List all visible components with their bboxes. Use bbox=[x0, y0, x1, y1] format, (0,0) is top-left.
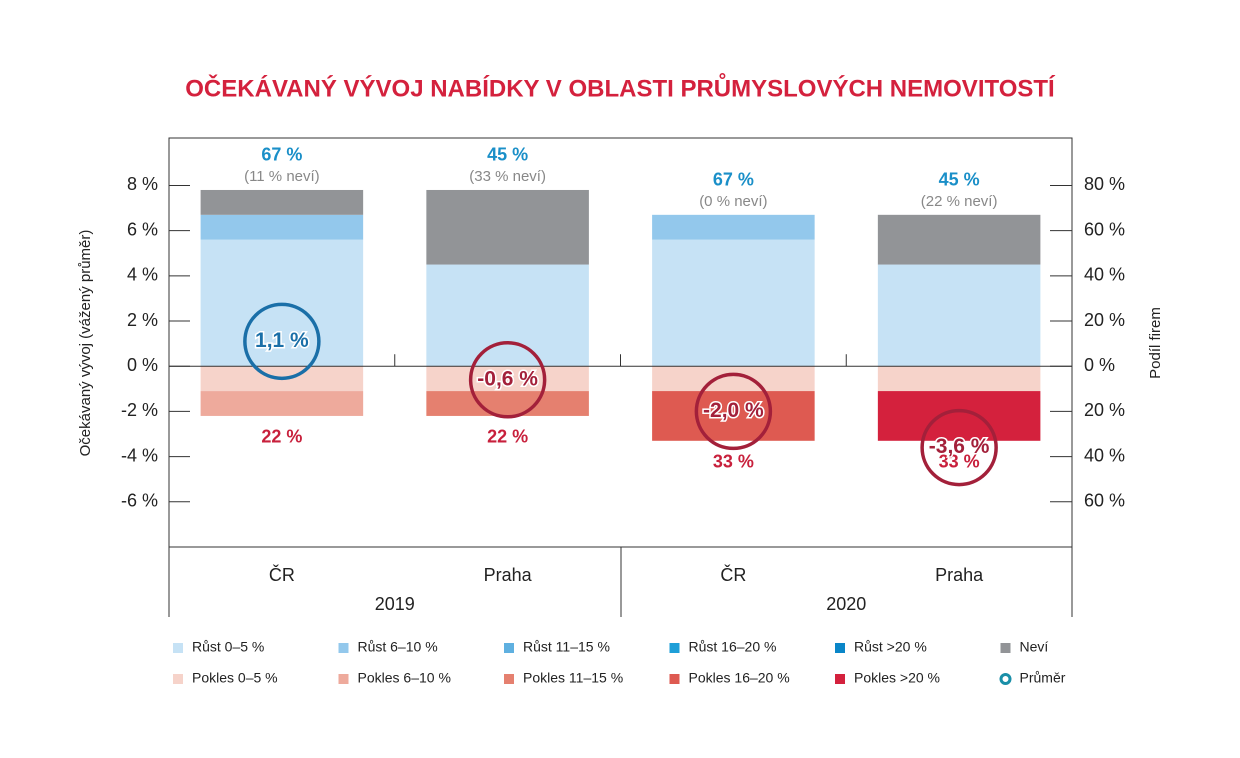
y2-axis-title: Podíl firem bbox=[1147, 307, 1164, 379]
bar-segment bbox=[200, 214, 364, 240]
bar-segment bbox=[877, 264, 1041, 367]
y-tick-label: 0 % bbox=[127, 355, 158, 375]
decline-label: 22 % bbox=[487, 427, 528, 447]
y-tick-label: 8 % bbox=[127, 174, 158, 194]
y2-tick-label: 60 % bbox=[1084, 219, 1125, 239]
y-tick-label: 2 % bbox=[127, 310, 158, 330]
legend-swatch bbox=[1000, 643, 1011, 653]
legend-label: Pokles >20 % bbox=[854, 670, 940, 686]
x-tick-label: Praha bbox=[935, 565, 984, 585]
bar-segment bbox=[877, 366, 1041, 392]
x-tick-label: ČR bbox=[269, 564, 295, 585]
y2-tick-label: 40 % bbox=[1084, 265, 1125, 285]
legend-label: Průměr bbox=[1020, 670, 1066, 686]
decline-label: 33 % bbox=[713, 452, 754, 472]
growth-label: 45 % bbox=[939, 170, 980, 190]
legend-label: Pokles 16–20 % bbox=[689, 670, 790, 686]
y2-tick-label: 80 % bbox=[1084, 174, 1125, 194]
y2-tick-label: 20 % bbox=[1084, 400, 1125, 420]
y-axis-title: Očekávaný vývoj (vážený průměr) bbox=[77, 230, 94, 457]
bar-segment bbox=[426, 391, 589, 416]
legend-swatch bbox=[173, 643, 183, 653]
legend-label: Neví bbox=[1020, 639, 1049, 655]
legend-swatch bbox=[669, 643, 680, 653]
legend-label: Pokles 0–5 % bbox=[192, 670, 278, 686]
chart-title: OČEKÁVANÝ VÝVOJ NABÍDKY V OBLASTI PRŮMYS… bbox=[185, 72, 1056, 102]
bar-segment bbox=[200, 189, 364, 215]
bar-segment bbox=[426, 264, 589, 367]
unknown-label: (22 % neví) bbox=[921, 193, 998, 210]
legend-swatch bbox=[338, 674, 349, 684]
x-tick-label: Praha bbox=[484, 565, 533, 585]
average-label: -0,6 % bbox=[477, 367, 538, 390]
legend-label: Růst 6–10 % bbox=[358, 639, 438, 655]
bar-segment bbox=[200, 391, 364, 416]
bar-segment bbox=[652, 239, 815, 367]
legend-swatch bbox=[173, 674, 183, 684]
y-tick-label: -2 % bbox=[121, 400, 158, 420]
bar-segment bbox=[652, 214, 815, 240]
unknown-label: (0 % neví) bbox=[699, 193, 767, 210]
average-marker bbox=[694, 372, 773, 451]
bar-segment bbox=[652, 391, 815, 441]
y2-tick-label: 40 % bbox=[1084, 445, 1125, 465]
legend-swatch bbox=[504, 674, 514, 684]
legend-label: Růst 11–15 % bbox=[523, 639, 610, 655]
legend-label: Růst >20 % bbox=[854, 639, 927, 655]
legend-swatch bbox=[999, 673, 1012, 685]
y-tick-label: -6 % bbox=[121, 491, 158, 511]
average-marker bbox=[243, 302, 321, 381]
growth-label: 45 % bbox=[487, 145, 528, 165]
average-label: 1,1 % bbox=[255, 329, 309, 352]
decline-label: 33 % bbox=[939, 452, 980, 472]
legend-swatch bbox=[504, 643, 514, 653]
unknown-label: (11 % neví) bbox=[244, 168, 320, 185]
bar-segment bbox=[426, 189, 589, 265]
growth-label: 67 % bbox=[713, 170, 754, 190]
y2-tick-label: 60 % bbox=[1084, 491, 1125, 511]
average-label: -3,6 % bbox=[929, 435, 990, 458]
legend-label: Pokles 6–10 % bbox=[358, 670, 451, 686]
legend-swatch bbox=[338, 643, 349, 653]
legend-label: Růst 0–5 % bbox=[192, 639, 264, 655]
y-tick-label: 4 % bbox=[127, 265, 158, 285]
unknown-label: (33 % neví) bbox=[469, 168, 546, 185]
growth-label: 67 % bbox=[261, 145, 302, 165]
legend-label: Pokles 11–15 % bbox=[523, 670, 623, 686]
group-label: 2019 bbox=[375, 594, 415, 614]
x-tick-label: ČR bbox=[720, 564, 746, 585]
bar-segment bbox=[652, 366, 815, 392]
legend-swatch bbox=[835, 643, 845, 653]
legend-swatch bbox=[835, 674, 845, 684]
legend-label: Růst 16–20 % bbox=[689, 639, 777, 655]
average-marker bbox=[468, 341, 547, 419]
average-label: -2,0 % bbox=[703, 399, 764, 422]
y-tick-label: 6 % bbox=[127, 219, 158, 239]
decline-label: 22 % bbox=[261, 427, 302, 447]
bar-segment bbox=[877, 214, 1041, 265]
group-label: 2020 bbox=[826, 594, 866, 614]
y2-tick-label: 20 % bbox=[1084, 310, 1125, 330]
legend-swatch bbox=[669, 674, 680, 684]
y-tick-label: -4 % bbox=[121, 445, 158, 465]
bar-segment bbox=[877, 391, 1041, 441]
y2-tick-label: 0 % bbox=[1084, 355, 1115, 375]
average-marker bbox=[920, 408, 998, 487]
bar-segment bbox=[426, 366, 589, 392]
